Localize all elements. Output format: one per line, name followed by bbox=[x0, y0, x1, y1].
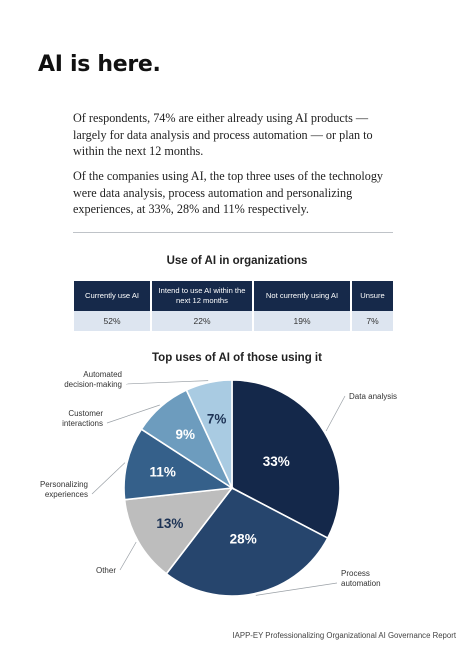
pie-title: Top uses of AI of those using it bbox=[152, 352, 322, 364]
pie-category-label: Automated decision-making bbox=[64, 370, 122, 389]
table-title: Use of AI in organizations bbox=[166, 255, 308, 267]
leader-line bbox=[91, 462, 126, 495]
leader-line bbox=[255, 582, 338, 596]
header-not-using: Not currently using AI bbox=[254, 281, 350, 311]
table-row: 52% 22% 19% 7% bbox=[74, 311, 393, 331]
pie-category-label: Personalizing experiences bbox=[40, 480, 88, 499]
pie-slice-other bbox=[123, 487, 234, 575]
page-heading: AI is here. bbox=[38, 52, 161, 77]
pie-value-label: 11% bbox=[150, 465, 176, 480]
header-unsure: Unsure bbox=[352, 281, 393, 311]
intro-paragraph: Of respondents, 74% are either already u… bbox=[73, 111, 373, 158]
pie-category-label: Process automation bbox=[341, 569, 381, 588]
pie-category-label: Customer interactions bbox=[62, 409, 103, 428]
pie-category-label: Other bbox=[96, 566, 116, 575]
pie-value-label: 9% bbox=[175, 427, 195, 442]
value-intend-to-use: 22% bbox=[152, 311, 252, 331]
leader-line bbox=[325, 395, 346, 432]
pie-slice-process-automation bbox=[165, 486, 329, 597]
value-unsure: 7% bbox=[352, 311, 393, 331]
pie-category-label: Data analysis bbox=[349, 392, 397, 401]
header-intend-to-use: Intend to use AI within the next 12 mont… bbox=[152, 281, 252, 311]
header-currently-use: Currently use AI bbox=[74, 281, 150, 311]
pie-chart: 33% Data analysis 28% Process automation 13% O… bbox=[40, 370, 397, 597]
value-currently-use: 52% bbox=[74, 311, 150, 331]
pie-slice-personalizing-experiences bbox=[123, 428, 235, 501]
section-divider bbox=[73, 232, 393, 233]
pie-value-label: 28% bbox=[230, 532, 257, 547]
leader-line bbox=[119, 541, 137, 571]
leader-line bbox=[106, 404, 160, 424]
value-not-using: 19% bbox=[254, 311, 350, 331]
pie-slice-automated-decision-making bbox=[185, 379, 233, 489]
pie-slice-data-analysis bbox=[231, 379, 341, 540]
ai-usage-table: Currently use AI Intend to use AI within… bbox=[72, 281, 395, 331]
leader-line bbox=[125, 380, 209, 385]
uses-paragraph: Of the companies using AI, the top three… bbox=[73, 169, 384, 216]
pie-value-label: 13% bbox=[156, 516, 183, 531]
pie-value-label: 33% bbox=[263, 454, 290, 469]
pie-value-label: 7% bbox=[207, 411, 227, 426]
footer-text: IAPP-EY Professionalizing Organizational… bbox=[232, 631, 457, 640]
